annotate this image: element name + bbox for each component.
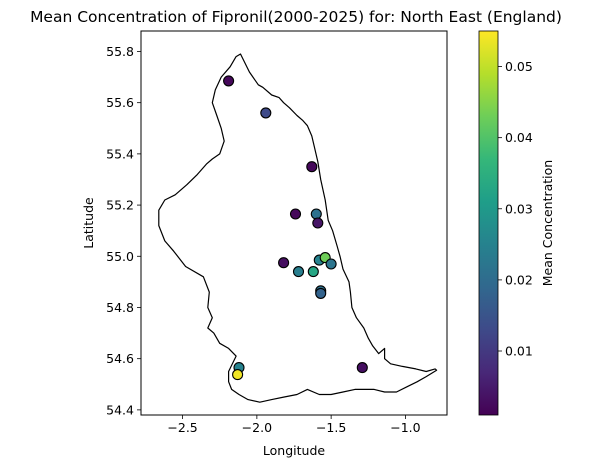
plot-frame [140, 30, 448, 416]
y-tick-label: 55.2 [106, 198, 134, 213]
data-point [292, 266, 305, 278]
data-point [312, 217, 324, 229]
y-tick-label: 55.4 [106, 146, 134, 161]
colorbar-tick-label: 0.04 [505, 130, 533, 145]
chart-title: Mean Concentration of Fipronil(2000-2025… [30, 8, 562, 26]
data-point [315, 287, 327, 299]
region-boundary [158, 53, 438, 403]
y-tick-label: 54.4 [106, 402, 134, 417]
data-point [260, 107, 272, 119]
y-tick-label: 54.6 [106, 351, 134, 366]
data-point [306, 161, 318, 173]
y-tick-label: 55.0 [106, 249, 134, 264]
y-axis-label: Latitude [81, 197, 96, 249]
y-tick-label: 55.8 [106, 44, 134, 59]
x-tick-label: −1.5 [316, 420, 346, 435]
y-tick-label: 54.8 [106, 300, 134, 315]
colorbar-label: Mean Concentration [540, 160, 555, 286]
colorbar-tick-label: 0.03 [505, 201, 533, 216]
colorbar-gradient [478, 30, 499, 416]
colorbar-tick-label: 0.01 [505, 344, 533, 359]
data-point [289, 208, 302, 220]
data-point [310, 208, 322, 220]
x-tick-label: −2.5 [167, 420, 197, 435]
y-tick-label: 55.6 [106, 95, 134, 110]
data-point [223, 75, 235, 87]
colorbar-tick-label: 0.05 [505, 59, 533, 74]
x-tick-label: −2.0 [242, 420, 272, 435]
data-point [232, 369, 244, 381]
colorbar: 0.01 0.02 0.03 0.04 0.05 Mean Concentration [478, 30, 555, 416]
data-point [307, 266, 319, 278]
x-tick-label: −1.0 [390, 420, 420, 435]
data-point [278, 257, 290, 269]
map-axes: −2.5 −2.0 −1.5 −1.0 54.4 54.6 54.8 55.0 55.2 55.… [81, 30, 448, 458]
data-point [356, 362, 368, 374]
data-point [325, 258, 337, 270]
colorbar-tick-label: 0.02 [505, 272, 533, 287]
x-axis-label: Longitude [263, 443, 325, 458]
